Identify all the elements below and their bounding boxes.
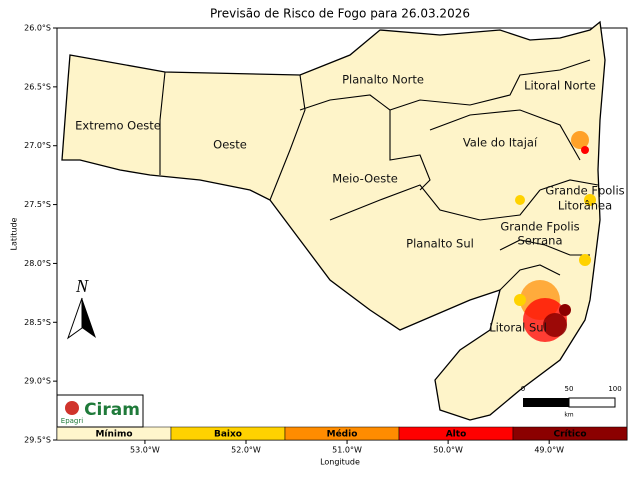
- region-label: Meio-Oeste: [332, 172, 398, 186]
- region-label: Litorânea: [558, 199, 612, 213]
- y-tick-label: 27.0°S: [24, 141, 51, 150]
- x-tick-label: 49.0°W: [534, 446, 564, 455]
- x-axis-label: Longitude: [320, 458, 360, 467]
- x-tick-label: 51.0°W: [332, 446, 362, 455]
- y-tick-label: 29.0°S: [24, 377, 51, 386]
- fire-risk-spots: [514, 131, 596, 342]
- y-tick-label: 27.5°S: [24, 200, 51, 209]
- map-title: Previsão de Risco de Fogo para 26.03.202…: [210, 7, 470, 21]
- scale-unit: km: [564, 412, 573, 419]
- region-label: Litoral Norte: [524, 79, 596, 93]
- y-tick-label: 26.0°S: [24, 24, 51, 33]
- y-tick-label: 28.0°S: [24, 259, 51, 268]
- x-tick-label: 50.0°W: [433, 446, 463, 455]
- region-label: Grande Fpolis: [545, 184, 624, 198]
- legend-label: Médio: [327, 429, 358, 440]
- y-axis-label: Latitude: [10, 217, 19, 250]
- y-tick-label: 29.5°S: [24, 436, 51, 445]
- region-label: Planalto Sul: [406, 237, 474, 251]
- region-label: Litoral Sul: [489, 321, 547, 335]
- north-arrow: N: [67, 276, 96, 340]
- region-label: Serrana: [517, 234, 562, 248]
- x-tick-label: 53.0°W: [130, 446, 160, 455]
- region-label: Oeste: [213, 138, 247, 152]
- legend-label: Crítico: [553, 430, 586, 440]
- region-borders: [159, 59, 599, 291]
- region-label: Vale do Itajaí: [463, 136, 538, 150]
- north-label: N: [75, 276, 89, 296]
- scale-label: 0: [521, 385, 525, 393]
- logo-name: Ciram: [84, 400, 140, 420]
- logo-org: Epagri: [61, 417, 83, 425]
- region-label: Grande Fpolis: [500, 220, 579, 234]
- region-label: Planalto Norte: [342, 73, 424, 87]
- scale-label: 100: [608, 385, 621, 393]
- state-shape: [61, 20, 606, 421]
- y-tick-label: 28.5°S: [24, 318, 51, 327]
- legend-label: Baixo: [214, 430, 242, 440]
- y-tick-label: 26.5°S: [24, 82, 51, 91]
- legend-swatch: [512, 426, 628, 441]
- x-tick-label: 52.0°W: [231, 446, 261, 455]
- logo: Ciram Epagri: [56, 394, 144, 428]
- legend-label: Alto: [446, 430, 467, 440]
- region-label: Extremo Oeste: [75, 119, 161, 133]
- legend-label: Mínimo: [95, 430, 132, 440]
- scale-label: 50: [565, 385, 574, 393]
- scale-bar: 0 50 100 km: [521, 385, 622, 419]
